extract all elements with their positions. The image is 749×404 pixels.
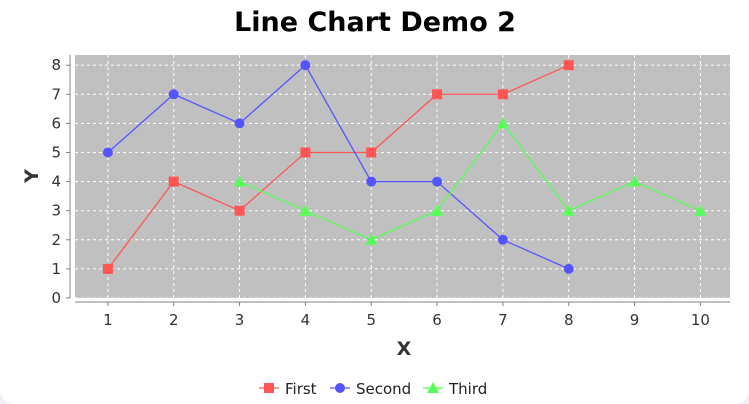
x-tick-label: 4 [301, 311, 311, 329]
data-point-second [366, 176, 377, 187]
legend-label-third: Third [448, 380, 487, 398]
data-point-third [431, 204, 444, 216]
legend-label-second: Second [356, 380, 411, 398]
data-point-second [563, 263, 574, 274]
grid-lines [75, 55, 730, 299]
plot-area [75, 55, 730, 298]
x-tick-label: 7 [498, 311, 508, 329]
x-tick-label: 3 [235, 311, 245, 329]
y-tick-label: 1 [51, 260, 61, 278]
series-layer [102, 60, 707, 274]
series-line-third [239, 122, 701, 241]
data-point-first [102, 263, 113, 274]
data-point-first [168, 176, 179, 187]
data-point-first [300, 147, 311, 158]
legend-marker-first [264, 383, 274, 393]
x-tick-label: 2 [169, 311, 179, 329]
y-tick-label: 2 [51, 231, 61, 249]
data-point-first [432, 89, 443, 100]
data-point-third [496, 117, 509, 129]
axes: 1 2 3 4 5 6 7 8 9 10 0 1 2 3 4 5 6 7 8 [51, 55, 730, 329]
x-tick-label: 5 [366, 311, 376, 329]
data-point-first [563, 60, 574, 71]
series-line-first [107, 64, 569, 270]
legend-item-third: Third [423, 380, 487, 398]
chart-title: Line Chart Demo 2 [234, 7, 516, 38]
y-tick-label: 6 [51, 114, 61, 132]
data-point-third [299, 204, 312, 216]
data-point-first [234, 205, 245, 216]
y-axis-title: Y [21, 169, 43, 184]
data-point-second [168, 89, 179, 100]
legend-marker-third [427, 382, 439, 393]
legend-label-first: First [285, 380, 317, 398]
x-tick-label: 10 [691, 311, 710, 329]
data-point-third [233, 175, 246, 187]
data-point-second [234, 118, 245, 129]
x-axis-title: X [397, 338, 412, 360]
data-point-second [432, 176, 443, 187]
x-tick-label: 8 [564, 311, 574, 329]
y-tick-label: 5 [51, 143, 61, 161]
series-first [102, 60, 574, 274]
legend: First Second Third [259, 380, 487, 398]
data-point-first [366, 147, 377, 158]
y-tick-label: 0 [51, 289, 61, 307]
data-point-first [497, 89, 508, 100]
data-point-third [694, 204, 707, 216]
series-line-second [107, 64, 569, 270]
x-tick-label: 9 [630, 311, 640, 329]
data-point-second [102, 147, 113, 158]
x-tick-label: 6 [432, 311, 442, 329]
y-tick-label: 8 [51, 56, 61, 74]
legend-marker-second [335, 383, 345, 393]
x-tick-label: 1 [103, 311, 113, 329]
legend-item-first: First [259, 380, 317, 398]
legend-item-second: Second [330, 380, 411, 398]
series-third [233, 117, 707, 245]
data-point-second [497, 234, 508, 245]
data-point-third [562, 204, 575, 216]
data-point-third [365, 233, 378, 245]
y-tick-label: 3 [51, 202, 61, 220]
data-point-second [300, 60, 311, 71]
y-tick-label: 7 [51, 85, 61, 103]
y-tick-label: 4 [51, 173, 61, 191]
data-point-third [628, 175, 641, 187]
series-second [102, 60, 574, 274]
